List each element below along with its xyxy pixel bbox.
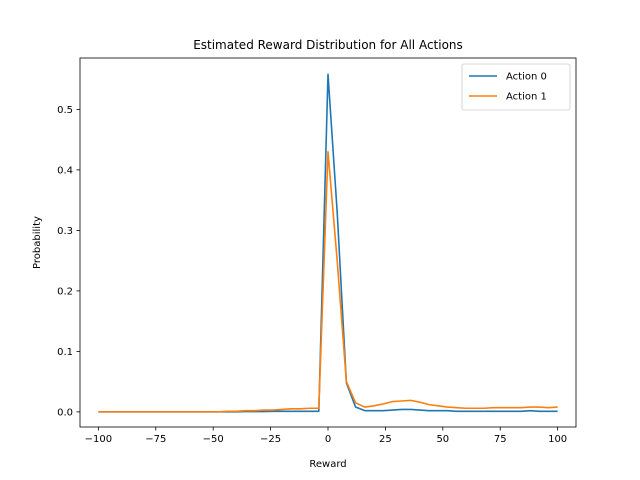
- x-tick-label: −75: [145, 434, 166, 445]
- y-tick-label: 0.5: [57, 105, 73, 116]
- y-tick-label: 0.4: [57, 165, 73, 176]
- x-tick-label: 50: [436, 434, 449, 445]
- x-axis-label: Reward: [309, 459, 346, 470]
- legend: Action 0 Action 1: [461, 63, 571, 111]
- legend-label-0: Action 0: [506, 72, 547, 83]
- legend-label-1: Action 1: [506, 92, 547, 103]
- plot-area: −100 −75 −50 −25 0 25 50 75 100 0.0 0.1 0.2 0.3 0.4 0.…: [57, 57, 577, 445]
- y-tick-label: 0.3: [57, 226, 73, 237]
- x-tick-label: −25: [260, 434, 281, 445]
- x-tick-label: 100: [548, 434, 567, 445]
- y-tick-label: 0.0: [57, 407, 73, 418]
- x-tick-label: 75: [494, 434, 507, 445]
- x-tick-label: 25: [379, 434, 392, 445]
- y-axis-label: Probability: [32, 216, 43, 269]
- x-tick-label: −50: [203, 434, 224, 445]
- y-tick-label: 0.1: [57, 347, 73, 358]
- y-tick-label: 0.2: [57, 286, 73, 297]
- x-tick-label: −100: [85, 434, 112, 445]
- series-line-1: [98, 150, 558, 413]
- chart-title: Estimated Reward Distribution for All Ac…: [193, 38, 463, 52]
- x-tick-label: 0: [325, 434, 331, 445]
